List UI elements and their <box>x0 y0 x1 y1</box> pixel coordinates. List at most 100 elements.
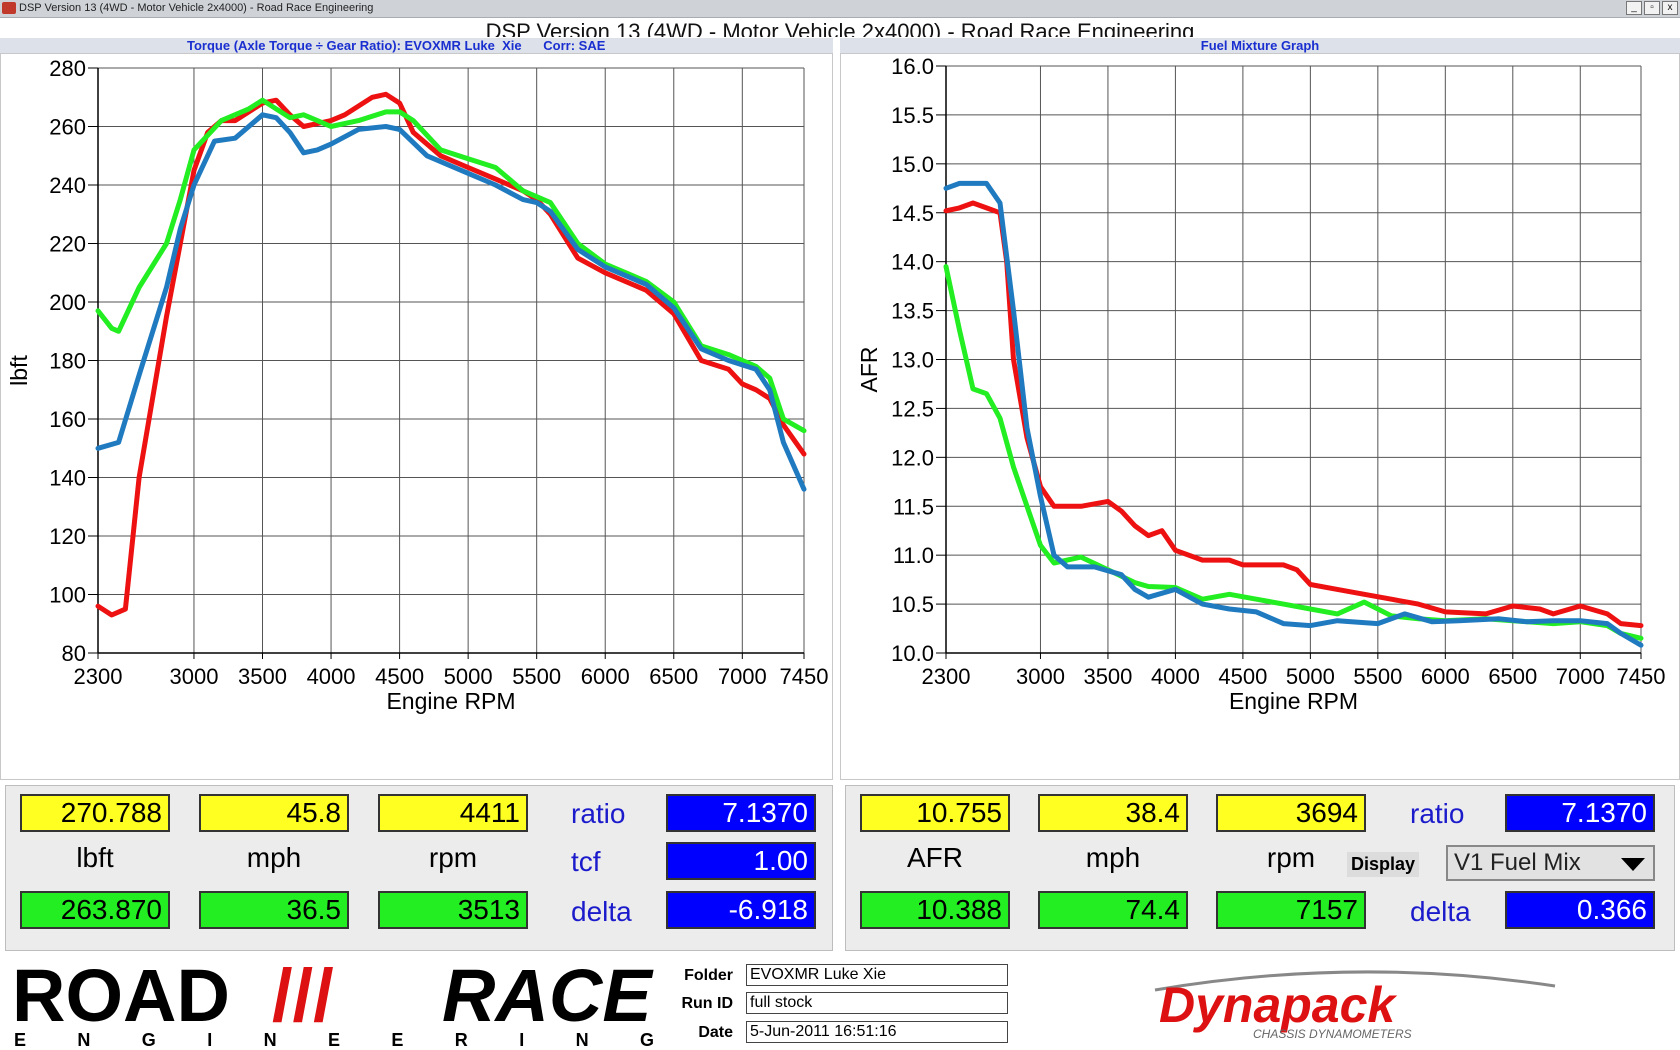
compare-afr-value: 10.388 <box>860 891 1010 929</box>
date-label: Date <box>698 1024 733 1041</box>
unit-mph: mph <box>246 842 302 873</box>
y-tick-label: 15.0 <box>891 152 934 177</box>
compare-mph-value: 36.5 <box>199 891 349 929</box>
x-tick-label: 4500 <box>1218 664 1267 689</box>
y-tick-label: 14.5 <box>891 201 934 226</box>
cursor-rpm-value-right: 3694 <box>1216 794 1366 832</box>
series-line-blue <box>95 112 807 492</box>
window-controls: _ ▫ x <box>1626 1 1678 15</box>
display-select-value: V1 Fuel Mix <box>1454 849 1581 876</box>
y-axis-label: AFR <box>856 347 882 393</box>
runid-label: Run ID <box>681 995 733 1012</box>
x-tick-label: 7000 <box>1556 664 1605 689</box>
y-tick-label: 14.0 <box>891 250 934 275</box>
x-tick-label: 3000 <box>169 664 218 689</box>
x-tick-label: 6000 <box>1421 664 1470 689</box>
x-axis-label: Engine RPM <box>1229 688 1358 714</box>
y-tick-label: 12.0 <box>891 445 934 470</box>
x-tick-label: 7450 <box>1617 664 1666 689</box>
y-tick-label: 80 <box>62 641 86 666</box>
logo-swoosh <box>1154 970 1556 992</box>
y-tick-label: 11.5 <box>893 494 934 519</box>
series-line-red <box>95 91 807 618</box>
torque-chart-panel: 2300 3000 3500 4000 4500 5000 5500 6000 6500 7000… <box>0 53 833 780</box>
delta-value: -6.918 <box>666 891 816 929</box>
cursor-mph-value-right: 38.4 <box>1038 794 1188 832</box>
logo-road: ROAD <box>12 955 230 1037</box>
series-line-green <box>943 264 1644 641</box>
tcf-label: tcf <box>571 846 601 877</box>
y-tick-label: 260 <box>49 115 86 140</box>
unit-rpm-right: rpm <box>1266 842 1316 873</box>
cursor-mph-value: 45.8 <box>199 794 349 832</box>
x-tick-label: 7000 <box>718 664 767 689</box>
display-label: Display <box>1347 852 1420 877</box>
compare-rpm-value-right: 7157 <box>1216 891 1366 929</box>
x-tick-label: 4500 <box>375 664 424 689</box>
ratio-value: 7.1370 <box>666 794 816 832</box>
app-icon <box>2 2 16 14</box>
unit-mph-right: mph <box>1085 842 1141 873</box>
display-select[interactable]: V1 Fuel Mix <box>1446 845 1655 881</box>
dynapack-logo: Dynapack CHASSIS DYNAMOMETERS <box>1154 970 1556 1041</box>
cursor-rpm-value: 4411 <box>378 794 528 832</box>
logo-race: RACE <box>442 955 654 1037</box>
folder-field[interactable]: EVOXMR Luke Xie <box>746 964 1008 986</box>
delta-value-right: 0.366 <box>1505 891 1655 929</box>
x-tick-label: 3500 <box>1083 664 1132 689</box>
x-tick-label: 4000 <box>1151 664 1200 689</box>
x-tick-label: 5500 <box>1353 664 1402 689</box>
x-tick-label: 6000 <box>581 664 630 689</box>
ratio-label: ratio <box>571 798 626 829</box>
y-tick-label: 12.5 <box>891 396 934 421</box>
x-tick-label: 4000 <box>307 664 356 689</box>
minimize-button[interactable]: _ <box>1626 1 1642 15</box>
delta-label-right: delta <box>1410 896 1471 927</box>
x-tick-label: 6500 <box>649 664 698 689</box>
road-race-logo: ROAD /// RACE E N G I N E E R I N G <box>12 955 654 1050</box>
x-axis-label: Engine RPM <box>386 688 515 714</box>
footer: ROAD /// RACE E N G I N E E R I N G Fold… <box>0 955 1680 1050</box>
torque-chart: 2300 3000 3500 4000 4500 5000 5500 6000 6500 7000… <box>6 56 829 714</box>
y-tick-label: 10.0 <box>891 641 934 666</box>
y-tick-label: 140 <box>49 466 86 491</box>
cursor-torque-value: 270.788 <box>20 794 170 832</box>
cursor-afr-value: 10.755 <box>860 794 1010 832</box>
x-tick-label: 3000 <box>1016 664 1065 689</box>
y-tick-label: 220 <box>49 232 86 257</box>
folder-label: Folder <box>684 967 733 984</box>
ratio-label-right: ratio <box>1410 798 1465 829</box>
fuel-chart-panel: 2300 3000 3500 4000 4500 5000 5500 6000 6500 7000… <box>840 53 1680 780</box>
unit-lbft: lbft <box>76 842 114 873</box>
x-tick-label: 2300 <box>74 664 123 689</box>
series-line-blue <box>943 180 1644 648</box>
compare-torque-value: 263.870 <box>20 891 170 929</box>
chevron-down-icon[interactable] <box>1621 858 1645 871</box>
x-tick-label: 2300 <box>922 664 971 689</box>
compare-rpm-value: 3513 <box>378 891 528 929</box>
x-tick-label: 5000 <box>1286 664 1335 689</box>
close-button[interactable]: x <box>1662 1 1678 15</box>
x-tick-label: 5500 <box>512 664 561 689</box>
y-tick-label: 240 <box>49 173 86 198</box>
date-field[interactable]: 5-Jun-2011 16:51:16 <box>746 1021 1008 1043</box>
window-title-bar: DSP Version 13 (4WD - Motor Vehicle 2x40… <box>0 0 1680 18</box>
logo-slashes: /// <box>272 955 334 1037</box>
restore-button[interactable]: ▫ <box>1644 1 1660 15</box>
y-tick-label: 13.5 <box>891 299 934 324</box>
x-tick-label: 7450 <box>780 664 829 689</box>
y-tick-label: 15.5 <box>891 103 934 128</box>
y-tick-label: 120 <box>49 524 86 549</box>
main-title: DSP Version 13 (4WD - Motor Vehicle 2x40… <box>485 19 1195 37</box>
window-title: DSP Version 13 (4WD - Motor Vehicle 2x40… <box>19 2 374 14</box>
y-tick-label: 160 <box>49 407 86 432</box>
ratio-value-right: 7.1370 <box>1505 794 1655 832</box>
y-tick-label: 11.0 <box>893 543 934 568</box>
torque-chart-subtitle: Torque (Axle Torque ÷ Gear Ratio): EVOXM… <box>0 38 833 53</box>
delta-label: delta <box>571 896 632 927</box>
x-tick-label: 6500 <box>1488 664 1537 689</box>
logo-chassis: CHASSIS DYNAMOMETERS <box>1253 1027 1412 1041</box>
y-tick-label: 13.0 <box>891 348 934 373</box>
runid-field[interactable]: full stock <box>746 992 1008 1014</box>
fuel-chart-subtitle: Fuel Mixture Graph <box>840 38 1680 53</box>
